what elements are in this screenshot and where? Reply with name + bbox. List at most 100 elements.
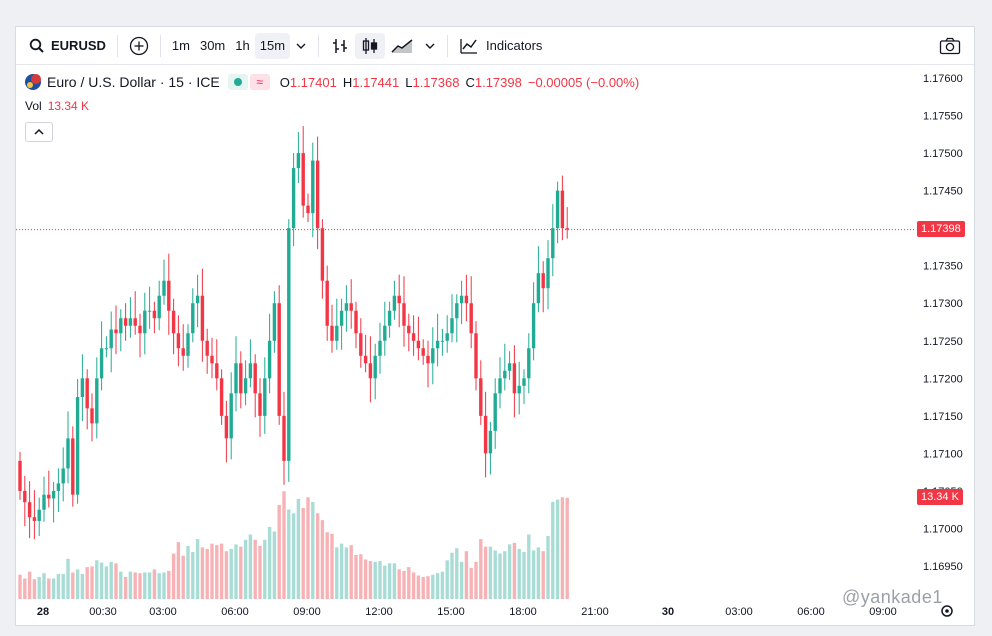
candle-body	[291, 168, 296, 229]
candle-body	[56, 483, 61, 491]
candle-body	[474, 333, 478, 379]
candle-body	[541, 273, 545, 289]
candle-body	[306, 205, 310, 214]
price-tick-label: 1.17200	[923, 373, 963, 385]
interval-1m[interactable]: 1m	[171, 38, 190, 53]
volume-bar	[18, 574, 22, 599]
volume-bar	[51, 578, 56, 599]
interval-dropdown[interactable]	[290, 33, 312, 59]
volume-bar	[527, 534, 531, 599]
candle-body	[565, 228, 569, 230]
time-tick-label: 00:30	[89, 606, 117, 618]
candle-body	[195, 295, 200, 304]
indicators-icon	[460, 38, 478, 54]
candle-body	[239, 363, 243, 394]
indicators-button[interactable]: Indicators	[454, 33, 547, 59]
interval-30m[interactable]: 30m	[199, 38, 226, 53]
series-legend: Euro / U.S. Dollar · 15 · ICE ≈ O 1.17401…	[24, 73, 639, 91]
candle-body	[560, 190, 565, 229]
volume-bar	[301, 507, 305, 599]
candle-body	[411, 333, 416, 341]
candle-body	[479, 378, 483, 416]
price-tick-label: 1.17450	[923, 186, 963, 198]
volume-bar	[306, 497, 310, 599]
volume-bar	[474, 561, 478, 599]
last-volume-tag[interactable]: 13.34 K	[917, 488, 963, 505]
candle-body	[373, 355, 377, 379]
symbol-search[interactable]: EURUSD	[24, 33, 111, 59]
candle-body	[147, 310, 152, 312]
market-status-dot[interactable]	[227, 74, 248, 90]
collapse-legend-button[interactable]	[25, 122, 53, 142]
chart-type-dropdown[interactable]	[419, 33, 441, 59]
volume-bar	[119, 571, 123, 599]
time-tick-label: 06:00	[221, 606, 249, 618]
last-price-tag[interactable]: 1.17398	[917, 220, 965, 237]
volume-bar	[431, 574, 435, 599]
candle-body	[325, 280, 329, 326]
candle-body	[407, 325, 411, 334]
candle-body	[181, 348, 185, 356]
interval-1h[interactable]: 1h	[235, 38, 250, 53]
volume-bar	[195, 539, 200, 599]
volume-bar	[507, 544, 512, 599]
axis-settings-icon[interactable]	[941, 605, 953, 617]
candle-body	[47, 494, 51, 499]
volume-bar	[498, 553, 502, 599]
area-chart-type-button[interactable]	[385, 33, 419, 59]
volume-bar	[469, 567, 473, 599]
chart-canvas[interactable]: 1.176001.175501.175001.174501.174001.173…	[16, 27, 974, 625]
plus-circle-icon	[129, 36, 149, 55]
candle-body	[536, 273, 541, 304]
time-tick-label: 30	[662, 606, 674, 618]
volume-bar	[435, 573, 440, 599]
volume-bar	[258, 545, 262, 599]
price-tick-label: 1.17000	[923, 523, 963, 535]
candle-body	[469, 303, 473, 334]
volume-bar	[335, 547, 339, 599]
candle-body	[378, 340, 382, 356]
candle-body	[527, 348, 531, 379]
candle-body	[421, 348, 425, 356]
volume-bar	[239, 546, 243, 599]
volume-bar	[378, 561, 382, 599]
delayed-data-icon[interactable]: ≈	[249, 74, 270, 90]
volume-bar	[411, 572, 416, 599]
candle-body	[450, 318, 454, 334]
compare-button[interactable]	[124, 33, 154, 59]
volume-bar	[551, 501, 555, 599]
volume-bar	[354, 555, 358, 599]
candle-body	[71, 438, 75, 495]
volume-bar	[368, 561, 373, 599]
volume-bar	[296, 498, 301, 599]
candle-body	[272, 303, 277, 341]
candle-body	[296, 153, 301, 169]
candle-body	[51, 490, 56, 499]
snapshot-button[interactable]	[934, 33, 966, 59]
volume-bar	[488, 546, 493, 599]
time-tick-label: 15:00	[437, 606, 465, 618]
bar-chart-type-button[interactable]	[325, 33, 355, 59]
candles-chart-type-button[interactable]	[355, 32, 386, 59]
candle-body	[75, 397, 80, 495]
price-tick-label: 1.17550	[923, 111, 963, 123]
volume-bar	[171, 553, 176, 599]
candle-body	[80, 378, 85, 398]
volume-bar	[23, 578, 27, 599]
volume-bar	[61, 573, 65, 599]
volume-bar	[546, 536, 550, 599]
candle-body	[138, 325, 142, 334]
candle-body	[440, 340, 445, 342]
interval-15m[interactable]: 15m	[254, 32, 291, 59]
volume-bar	[464, 551, 469, 599]
volume-bar	[407, 567, 411, 599]
volume-bar	[210, 543, 214, 599]
series-title[interactable]: Euro / U.S. Dollar · 15 · ICE	[47, 74, 220, 90]
symbol-label: EURUSD	[51, 38, 106, 53]
candle-body	[205, 340, 209, 356]
price-tick-label: 1.16950	[923, 561, 963, 573]
volume-bar	[445, 560, 449, 599]
time-axis[interactable]: 28 00:30 03:00 06:00 09:00 12:00 15:00 18:00 21:…	[37, 606, 897, 618]
price-tick-label: 1.17600	[923, 73, 963, 85]
volume-bar	[541, 551, 545, 599]
